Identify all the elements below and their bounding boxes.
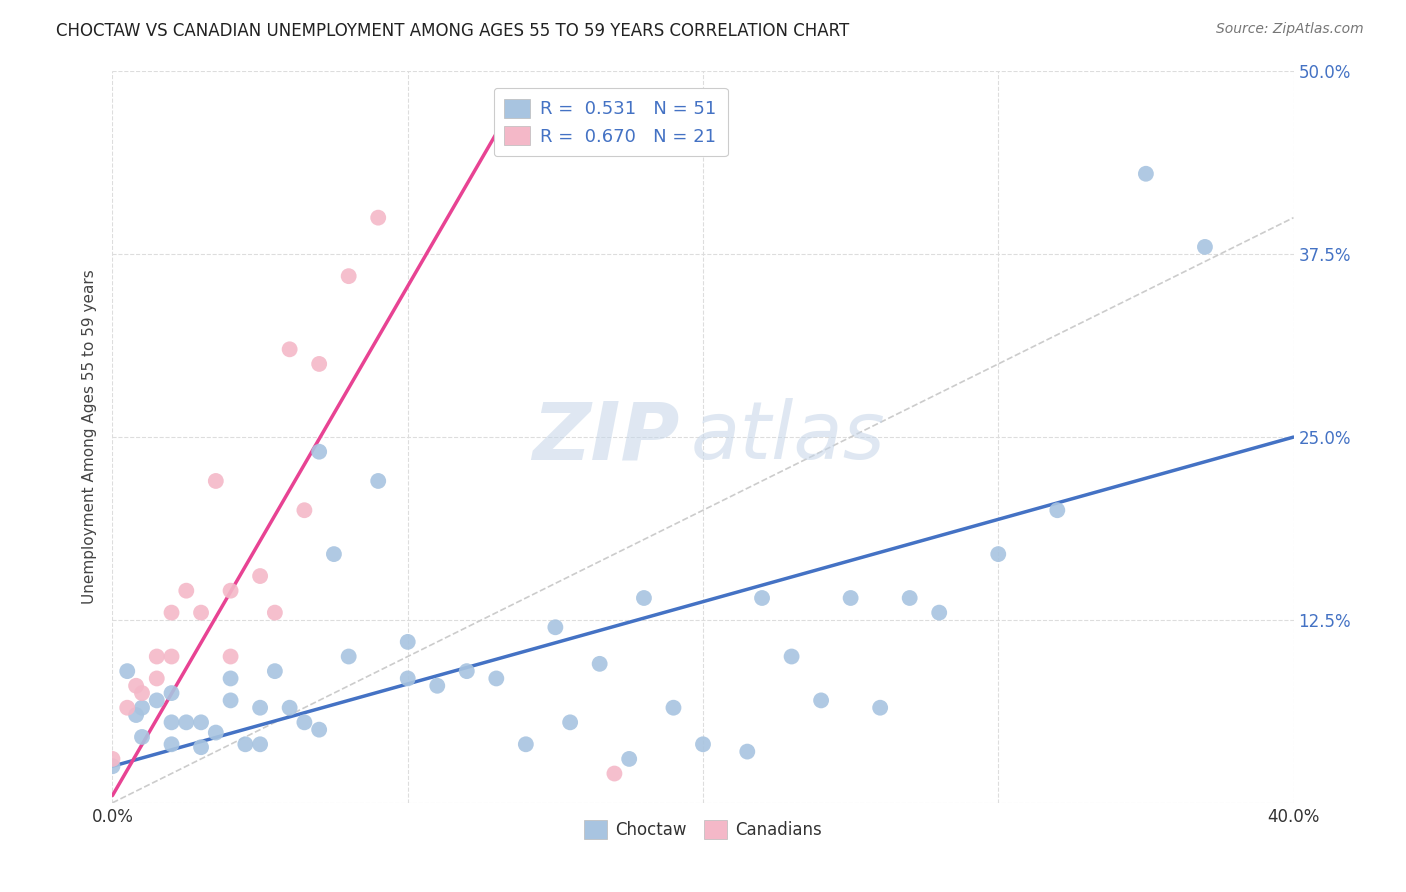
Point xyxy=(146,649,169,664)
Point xyxy=(264,664,287,678)
Text: ZIP: ZIP xyxy=(531,398,679,476)
Point xyxy=(839,591,862,605)
Point xyxy=(662,700,685,714)
Y-axis label: Unemployment Among Ages 55 to 59 years: Unemployment Among Ages 55 to 59 years xyxy=(82,269,97,605)
Text: Source: ZipAtlas.com: Source: ZipAtlas.com xyxy=(1216,22,1364,37)
Point xyxy=(1135,167,1157,181)
Point xyxy=(278,700,301,714)
Point xyxy=(456,664,478,678)
Point xyxy=(249,737,271,751)
Point xyxy=(219,583,242,598)
Point xyxy=(367,474,389,488)
Point xyxy=(146,693,169,707)
Text: atlas: atlas xyxy=(692,398,886,476)
Point xyxy=(125,708,148,723)
Point xyxy=(219,649,242,664)
Point xyxy=(928,606,950,620)
Point xyxy=(125,679,148,693)
Point xyxy=(737,745,759,759)
Point xyxy=(264,606,287,620)
Point xyxy=(117,664,138,678)
Legend: Choctaw, Canadians: Choctaw, Canadians xyxy=(578,814,828,846)
Point xyxy=(337,269,360,284)
Point xyxy=(308,723,330,737)
Point xyxy=(810,693,832,707)
Point xyxy=(160,715,183,730)
Point xyxy=(485,672,508,686)
Point xyxy=(323,547,346,561)
Point xyxy=(308,357,330,371)
Point xyxy=(692,737,714,751)
Point xyxy=(751,591,773,605)
Point xyxy=(278,343,301,357)
Point xyxy=(515,737,537,751)
Point xyxy=(292,715,315,730)
Point xyxy=(308,444,330,458)
Point xyxy=(249,700,271,714)
Point xyxy=(1194,240,1216,254)
Point xyxy=(117,700,138,714)
Point xyxy=(987,547,1010,561)
Point xyxy=(160,737,183,751)
Point xyxy=(544,620,567,634)
Point xyxy=(292,503,315,517)
Point xyxy=(1046,503,1069,517)
Point xyxy=(603,766,626,780)
Point xyxy=(249,569,271,583)
Point xyxy=(219,672,242,686)
Point xyxy=(174,583,197,598)
Point xyxy=(869,700,891,714)
Point xyxy=(396,672,419,686)
Point xyxy=(219,693,242,707)
Point xyxy=(174,715,197,730)
Point xyxy=(101,752,124,766)
Point xyxy=(205,474,228,488)
Point xyxy=(190,606,212,620)
Point xyxy=(898,591,921,605)
Point xyxy=(633,591,655,605)
Point xyxy=(190,740,212,755)
Point xyxy=(588,657,610,671)
Point xyxy=(160,606,183,620)
Point xyxy=(426,679,449,693)
Point xyxy=(780,649,803,664)
Point xyxy=(190,715,212,730)
Point xyxy=(233,737,256,751)
Point xyxy=(558,715,582,730)
Text: CHOCTAW VS CANADIAN UNEMPLOYMENT AMONG AGES 55 TO 59 YEARS CORRELATION CHART: CHOCTAW VS CANADIAN UNEMPLOYMENT AMONG A… xyxy=(56,22,849,40)
Point xyxy=(131,700,153,714)
Point xyxy=(205,725,228,739)
Point xyxy=(160,649,183,664)
Point xyxy=(337,649,360,664)
Point xyxy=(101,759,124,773)
Point xyxy=(131,686,153,700)
Point xyxy=(131,730,153,744)
Point xyxy=(619,752,641,766)
Point xyxy=(146,672,169,686)
Point xyxy=(396,635,419,649)
Point xyxy=(367,211,389,225)
Point xyxy=(160,686,183,700)
